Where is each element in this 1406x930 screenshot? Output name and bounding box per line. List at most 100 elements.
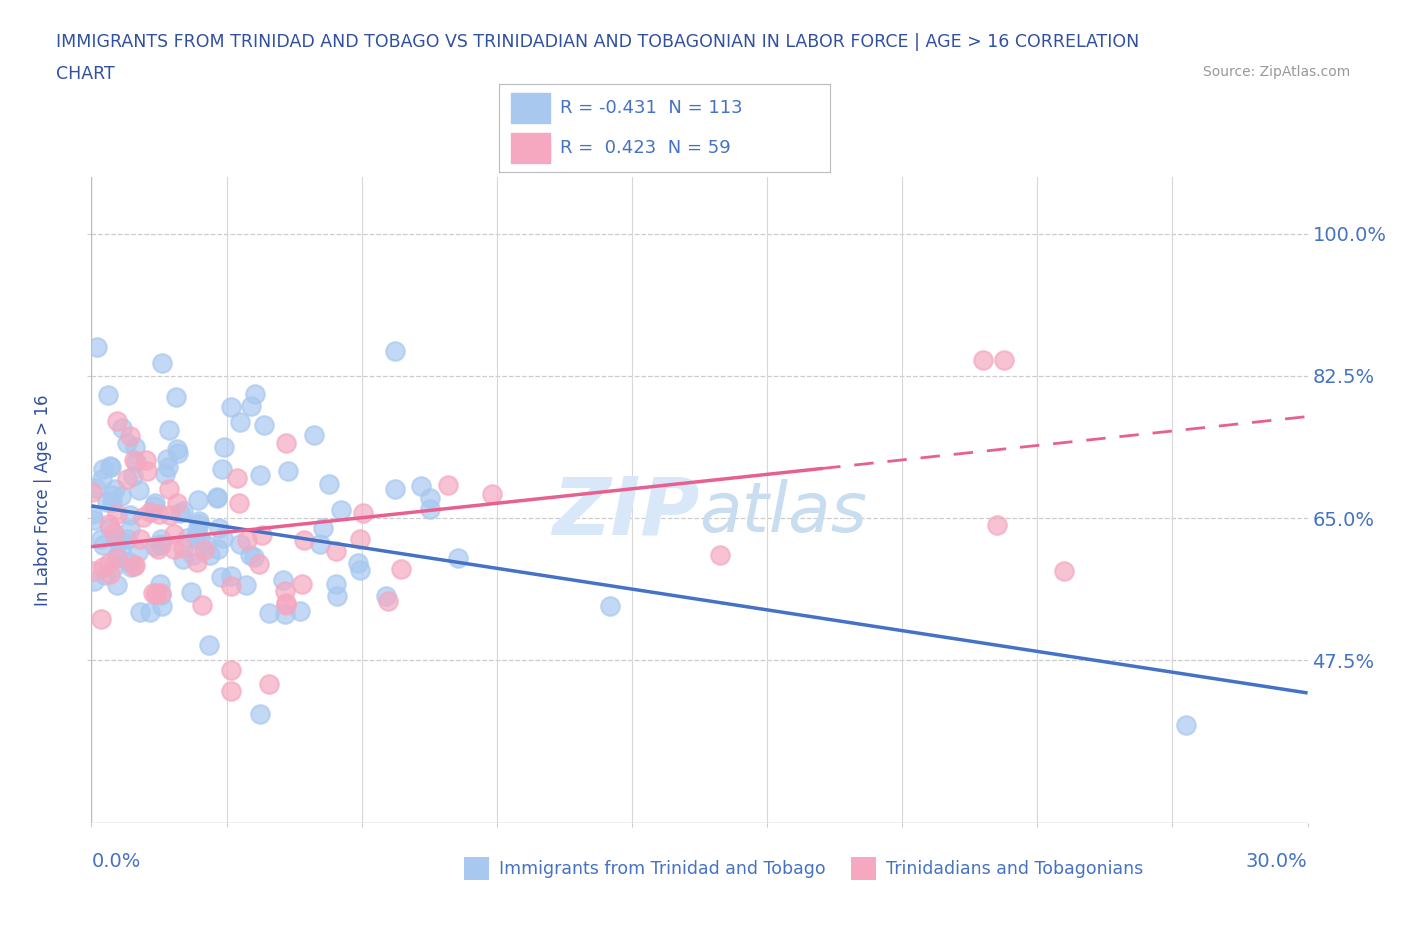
Point — [120, 429, 142, 444]
Point — [599, 599, 621, 614]
Point — [122, 452, 145, 467]
Point — [212, 531, 235, 546]
Point — [352, 506, 374, 521]
Point — [143, 539, 166, 554]
Point — [274, 597, 297, 612]
Point — [97, 388, 120, 403]
Point — [105, 507, 128, 522]
Point — [1053, 564, 1076, 578]
Point — [83, 564, 105, 578]
Text: In Labor Force | Age > 16: In Labor Force | Age > 16 — [34, 394, 52, 605]
Point — [325, 588, 347, 603]
Point — [105, 414, 128, 429]
Point — [142, 498, 165, 513]
Point — [249, 468, 271, 483]
Point — [172, 504, 194, 519]
Point — [156, 452, 179, 467]
Bar — [510, 93, 550, 123]
Point — [409, 478, 432, 493]
Text: Immigrants from Trinidad and Tobago: Immigrants from Trinidad and Tobago — [499, 859, 825, 878]
Point — [253, 418, 276, 432]
Point — [437, 478, 460, 493]
Point — [115, 436, 138, 451]
Point — [276, 436, 298, 451]
Point — [211, 462, 233, 477]
Point — [118, 522, 141, 537]
Point — [165, 390, 187, 405]
Point — [198, 637, 221, 652]
Point — [219, 662, 242, 677]
Point — [159, 508, 181, 523]
Point — [274, 595, 297, 610]
Point — [146, 541, 169, 556]
Point — [207, 490, 229, 505]
Point — [277, 463, 299, 478]
Point — [208, 521, 231, 536]
Point — [187, 493, 209, 508]
Point — [169, 506, 191, 521]
Text: IMMIGRANTS FROM TRINIDAD AND TOBAGO VS TRINIDADIAN AND TOBAGONIAN IN LABOR FORCE: IMMIGRANTS FROM TRINIDAD AND TOBAGO VS T… — [56, 33, 1139, 50]
Point — [188, 531, 211, 546]
Text: Trinidadians and Tobagonians: Trinidadians and Tobagonians — [886, 859, 1143, 878]
Point — [229, 415, 252, 430]
Point — [120, 560, 142, 575]
Point — [84, 480, 107, 495]
Point — [108, 532, 131, 547]
Point — [271, 573, 294, 588]
Point — [349, 563, 371, 578]
Point — [101, 495, 124, 510]
Point — [139, 604, 162, 619]
Point — [150, 538, 173, 552]
Text: ZIP: ZIP — [553, 473, 699, 551]
Point — [118, 507, 141, 522]
Point — [101, 488, 124, 503]
Point — [86, 340, 108, 355]
Point — [972, 352, 994, 367]
Point — [205, 490, 228, 505]
Point — [389, 562, 412, 577]
Point — [100, 566, 122, 581]
Point — [986, 517, 1008, 532]
Point — [184, 529, 207, 544]
Point — [145, 587, 167, 602]
Point — [98, 516, 121, 531]
Point — [91, 461, 114, 476]
Point — [309, 537, 332, 551]
Point — [186, 523, 208, 538]
Point — [145, 585, 167, 600]
Point — [288, 604, 311, 618]
Point — [212, 440, 235, 455]
Point — [228, 496, 250, 511]
Point — [90, 472, 112, 486]
Bar — [510, 133, 550, 164]
Point — [375, 589, 398, 604]
Text: 30.0%: 30.0% — [1246, 852, 1308, 871]
Point — [180, 585, 202, 600]
Point — [103, 525, 125, 540]
Point — [172, 540, 194, 555]
Point — [135, 464, 157, 479]
Point — [993, 352, 1015, 367]
Point — [150, 598, 173, 613]
Point — [257, 676, 280, 691]
Point — [181, 548, 204, 563]
Point — [127, 544, 149, 559]
Point — [128, 483, 150, 498]
Point — [166, 445, 188, 460]
Point — [152, 356, 174, 371]
Point — [194, 538, 217, 552]
Point — [118, 555, 141, 570]
Point — [132, 510, 155, 525]
Point — [318, 477, 340, 492]
Point — [145, 496, 167, 511]
Point — [221, 568, 243, 583]
Point — [83, 512, 105, 527]
Point — [153, 467, 176, 482]
Point — [274, 584, 297, 599]
Point — [191, 598, 214, 613]
Point — [219, 684, 242, 698]
Point — [149, 532, 172, 547]
Point — [94, 567, 117, 582]
Point — [142, 586, 165, 601]
Point — [91, 538, 114, 552]
